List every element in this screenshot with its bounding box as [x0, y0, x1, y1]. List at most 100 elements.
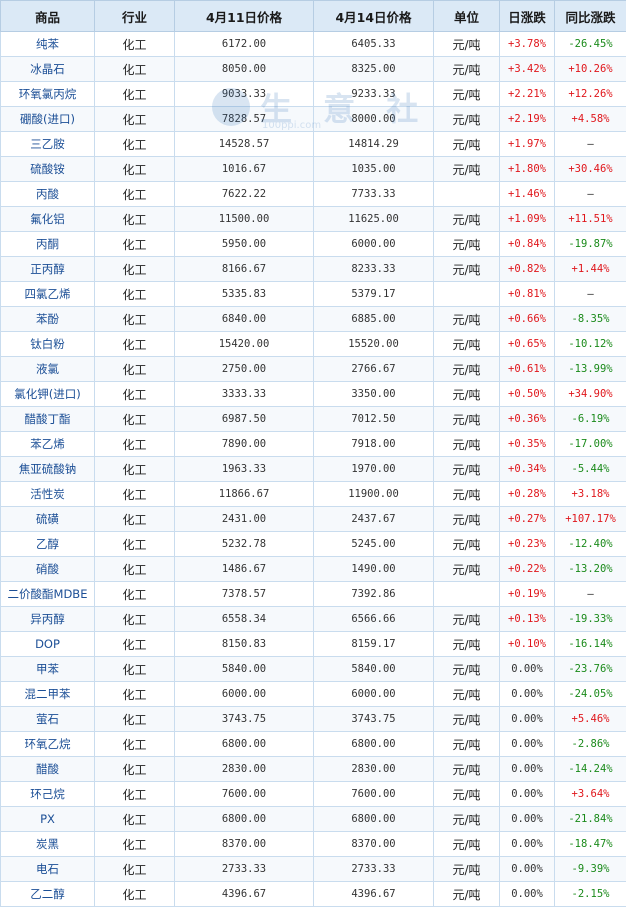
daily-change-cell: 0.00%: [500, 882, 555, 907]
header-unit[interactable]: 单位: [434, 1, 500, 32]
commodity-link[interactable]: 苯乙烯: [1, 432, 95, 457]
commodity-link[interactable]: 苯酚: [1, 307, 95, 332]
commodity-link[interactable]: 电石: [1, 857, 95, 882]
commodity-link[interactable]: DOP: [1, 632, 95, 657]
unit-cell: 元/吨: [434, 882, 500, 907]
price-apr11-cell: 8150.83: [175, 632, 314, 657]
industry-cell: 化工: [95, 382, 175, 407]
yoy-change-cell: +107.17%: [555, 507, 626, 532]
unit-cell: 元/吨: [434, 232, 500, 257]
price-apr14-cell: 4396.67: [314, 882, 434, 907]
header-commodity[interactable]: 商品: [1, 1, 95, 32]
yoy-change-cell: +34.90%: [555, 382, 626, 407]
price-apr14-cell: 8000.00: [314, 107, 434, 132]
commodity-link[interactable]: 炭黑: [1, 832, 95, 857]
commodity-link[interactable]: 硫酸铵: [1, 157, 95, 182]
commodity-link[interactable]: 硼酸(进口): [1, 107, 95, 132]
commodity-link[interactable]: 氟化铝: [1, 207, 95, 232]
daily-change-cell: +0.22%: [500, 557, 555, 582]
commodity-link[interactable]: 醋酸丁酯: [1, 407, 95, 432]
commodity-link[interactable]: 萤石: [1, 707, 95, 732]
price-apr11-cell: 1963.33: [175, 457, 314, 482]
price-apr11-cell: 6800.00: [175, 732, 314, 757]
commodity-link[interactable]: 活性炭: [1, 482, 95, 507]
commodity-link[interactable]: 硝酸: [1, 557, 95, 582]
price-apr11-cell: 4396.67: [175, 882, 314, 907]
header-price-apr14[interactable]: 4月14日价格: [314, 1, 434, 32]
commodity-link[interactable]: 纯苯: [1, 32, 95, 57]
header-yoy-change[interactable]: 同比涨跌: [555, 1, 626, 32]
price-apr14-cell: 5840.00: [314, 657, 434, 682]
industry-cell: 化工: [95, 482, 175, 507]
commodity-link[interactable]: 乙二醇: [1, 882, 95, 907]
header-price-apr11[interactable]: 4月11日价格: [175, 1, 314, 32]
commodity-link[interactable]: 丙酸: [1, 182, 95, 207]
unit-cell: 元/吨: [434, 382, 500, 407]
header-daily-change[interactable]: 日涨跌: [500, 1, 555, 32]
price-apr11-cell: 1486.67: [175, 557, 314, 582]
commodity-link[interactable]: 三乙胺: [1, 132, 95, 157]
commodity-link[interactable]: 硫磺: [1, 507, 95, 532]
commodity-link[interactable]: 混二甲苯: [1, 682, 95, 707]
price-apr14-cell: 3350.00: [314, 382, 434, 407]
price-apr14-cell: 1490.00: [314, 557, 434, 582]
commodity-link[interactable]: 液氯: [1, 357, 95, 382]
commodity-link[interactable]: 环氧乙烷: [1, 732, 95, 757]
price-apr14-cell: 5245.00: [314, 532, 434, 557]
commodity-link[interactable]: 环己烷: [1, 782, 95, 807]
unit-cell: 元/吨: [434, 632, 500, 657]
commodity-link[interactable]: 异丙醇: [1, 607, 95, 632]
commodity-link[interactable]: 钛白粉: [1, 332, 95, 357]
commodity-link[interactable]: 氯化钾(进口): [1, 382, 95, 407]
yoy-change-cell: -23.76%: [555, 657, 626, 682]
daily-change-cell: +0.28%: [500, 482, 555, 507]
price-apr14-cell: 6800.00: [314, 807, 434, 832]
unit-cell: 元/吨: [434, 32, 500, 57]
commodity-link[interactable]: 乙醇: [1, 532, 95, 557]
daily-change-cell: 0.00%: [500, 807, 555, 832]
industry-cell: 化工: [95, 732, 175, 757]
commodity-link[interactable]: 二价酸酯MDBE: [1, 582, 95, 607]
commodity-link[interactable]: 丙酮: [1, 232, 95, 257]
industry-cell: 化工: [95, 682, 175, 707]
daily-change-cell: +0.19%: [500, 582, 555, 607]
commodity-link[interactable]: 焦亚硫酸钠: [1, 457, 95, 482]
unit-cell: 元/吨: [434, 782, 500, 807]
commodity-link[interactable]: 正丙醇: [1, 257, 95, 282]
price-apr11-cell: 14528.57: [175, 132, 314, 157]
unit-cell: 元/吨: [434, 657, 500, 682]
daily-change-cell: 0.00%: [500, 782, 555, 807]
yoy-change-cell: -24.05%: [555, 682, 626, 707]
daily-change-cell: +0.13%: [500, 607, 555, 632]
price-apr11-cell: 5335.83: [175, 282, 314, 307]
unit-cell: 元/吨: [434, 557, 500, 582]
yoy-change-cell: —: [555, 282, 626, 307]
yoy-change-cell: -12.40%: [555, 532, 626, 557]
daily-change-cell: +1.09%: [500, 207, 555, 232]
yoy-change-cell: -5.44%: [555, 457, 626, 482]
unit-cell: 元/吨: [434, 532, 500, 557]
unit-cell: 元/吨: [434, 82, 500, 107]
unit-cell: 元/吨: [434, 732, 500, 757]
yoy-change-cell: —: [555, 132, 626, 157]
price-apr11-cell: 1016.67: [175, 157, 314, 182]
commodity-link[interactable]: 甲苯: [1, 657, 95, 682]
daily-change-cell: 0.00%: [500, 757, 555, 782]
unit-cell: 元/吨: [434, 157, 500, 182]
daily-change-cell: +0.61%: [500, 357, 555, 382]
industry-cell: 化工: [95, 507, 175, 532]
commodity-link[interactable]: 醋酸: [1, 757, 95, 782]
price-apr14-cell: 14814.29: [314, 132, 434, 157]
unit-cell: 元/吨: [434, 432, 500, 457]
yoy-change-cell: -21.84%: [555, 807, 626, 832]
commodity-link[interactable]: 环氧氯丙烷: [1, 82, 95, 107]
price-apr11-cell: 9033.33: [175, 82, 314, 107]
commodity-link[interactable]: PX: [1, 807, 95, 832]
header-industry[interactable]: 行业: [95, 1, 175, 32]
commodity-link[interactable]: 四氯乙烯: [1, 282, 95, 307]
commodity-link[interactable]: 冰晶石: [1, 57, 95, 82]
